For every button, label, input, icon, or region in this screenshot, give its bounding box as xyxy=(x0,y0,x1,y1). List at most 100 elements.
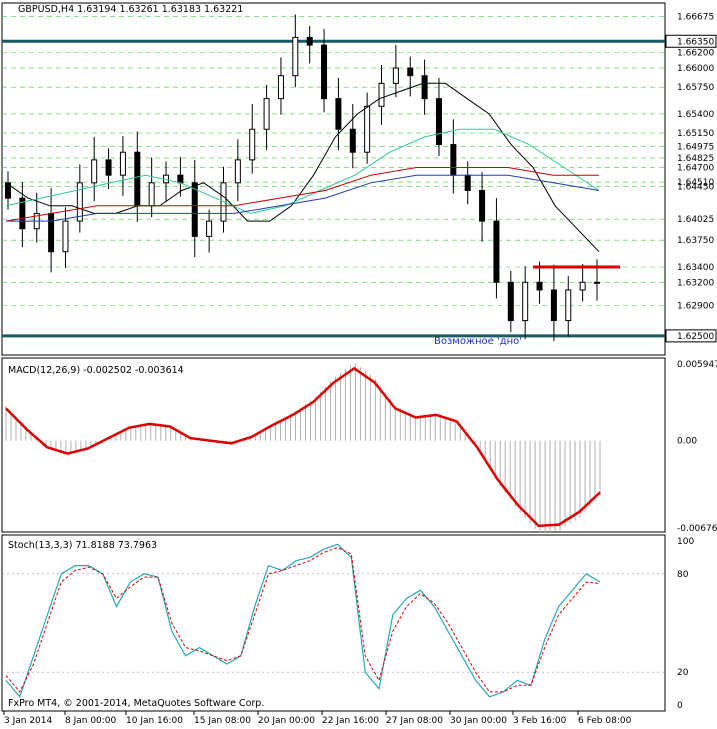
candle-body xyxy=(522,281,529,322)
price-label-text: 1.64825 xyxy=(677,154,714,164)
candle-body xyxy=(277,75,284,100)
candle-body xyxy=(407,67,414,77)
candle-body xyxy=(493,220,500,283)
macd-signal-line xyxy=(5,366,601,528)
price-label-text: 1.63750 xyxy=(677,236,714,246)
candle-body xyxy=(435,98,442,146)
macd-label: -0.006762 xyxy=(677,524,717,534)
price-label: 1.62900 xyxy=(677,301,714,311)
price-label: 1.66675 xyxy=(677,12,714,22)
price-label: 1.63400 xyxy=(677,263,714,273)
copyright-text: FxPro MT4, © 2001-2014, MetaQuotes Softw… xyxy=(8,698,264,709)
x-tick-label: 8 Jan 00:00 xyxy=(65,716,117,726)
candle-body xyxy=(48,212,55,253)
candle-body xyxy=(392,67,399,84)
price-label-text: 1.65750 xyxy=(677,83,714,93)
candle xyxy=(105,148,112,189)
price-label: 1.64025 xyxy=(677,215,714,225)
price-label-box xyxy=(665,329,717,343)
price-label: 1.64975 xyxy=(677,142,714,152)
moving-average-line xyxy=(6,174,600,222)
price-label-text: 1.64450 xyxy=(677,183,714,193)
macd-panel[interactable]: 0.005947 0.00 -0.006762 xyxy=(1,357,717,534)
stoch-main-line xyxy=(5,543,601,699)
candle-body xyxy=(5,182,11,199)
candle xyxy=(249,104,256,174)
candle-body xyxy=(306,36,313,46)
candle-body xyxy=(76,182,83,222)
price-label: 1.64825 xyxy=(677,154,714,164)
candle xyxy=(435,77,442,157)
candle xyxy=(349,104,356,169)
candle xyxy=(263,84,270,150)
macd-title: MACD(12,26,9) -0.002502 -0.003614 xyxy=(8,365,184,376)
price-label-text: 1.64700 xyxy=(677,164,714,174)
x-tick-label: 3 Jan 2014 xyxy=(4,716,52,726)
price-label: 1.63200 xyxy=(677,278,714,288)
candle-body xyxy=(19,197,26,230)
candle xyxy=(550,264,557,342)
candle xyxy=(62,207,69,268)
time-axis: 3 Jan 2014 8 Jan 00:00 10 Jan 16:00 15 Jan … xyxy=(3,711,632,726)
candle xyxy=(306,25,313,64)
price-label-text: 1.66350 xyxy=(677,37,714,47)
candle-body xyxy=(177,174,184,184)
candle xyxy=(234,139,241,202)
candle-body xyxy=(579,281,586,291)
candle-body xyxy=(378,82,385,107)
price-label-text: 1.64510 xyxy=(677,178,714,188)
stoch-panel[interactable]: 100 80 20 0 xyxy=(1,534,694,712)
candle xyxy=(119,136,126,196)
bottom-annotation: Возможное 'дно' xyxy=(434,336,522,347)
stoch-label: 20 xyxy=(677,668,689,678)
x-tick-label: 30 Jan 00:00 xyxy=(450,716,507,726)
candle-body xyxy=(292,36,299,77)
x-tick-label: 6 Feb 08:00 xyxy=(578,716,632,726)
x-tick-label: 15 Jan 08:00 xyxy=(194,716,251,726)
price-label-text: 1.63200 xyxy=(677,278,714,288)
candle-body xyxy=(550,289,557,322)
candle xyxy=(277,57,284,115)
candle xyxy=(565,276,572,337)
candle-body xyxy=(62,220,69,253)
price-label-text: 1.62900 xyxy=(677,301,714,311)
candle-body xyxy=(421,75,428,100)
price-label-text: 1.62500 xyxy=(677,332,714,342)
candle-body xyxy=(206,220,213,237)
stoch-label: 0 xyxy=(677,701,683,711)
price-label: 1.63750 xyxy=(677,236,714,246)
moving-average-line xyxy=(5,128,600,214)
price-label: 1.66000 xyxy=(677,64,714,74)
symbol-header: GBPUSD,H4 1.63194 1.63261 1.63183 1.6322… xyxy=(18,4,243,15)
price-label: 1.65750 xyxy=(677,83,714,93)
candle xyxy=(392,45,399,98)
price-label-text: 1.65150 xyxy=(677,129,714,139)
x-tick-label: 20 Jan 00:00 xyxy=(258,716,315,726)
candle-body xyxy=(479,189,486,222)
candle xyxy=(292,14,299,88)
candle-body xyxy=(148,182,155,207)
moving-average-line xyxy=(5,167,599,222)
candle-body xyxy=(234,159,241,184)
price-label-box xyxy=(665,34,717,48)
candle-body xyxy=(191,182,198,237)
candle xyxy=(5,171,11,210)
candle-body xyxy=(249,128,256,161)
price-panel[interactable]: 1.66675 1.66350 1.66200 1.66000 1.65750 1.654… xyxy=(1,2,717,356)
candle-body xyxy=(321,44,328,100)
stoch-frame xyxy=(1,534,666,712)
price-label-text: 1.66200 xyxy=(677,49,714,59)
candle xyxy=(378,64,385,125)
x-tick-label: 27 Jan 08:00 xyxy=(386,716,443,726)
price-label: 1.62500 xyxy=(665,329,717,343)
candle xyxy=(407,56,414,97)
price-label: 1.65400 xyxy=(677,110,714,120)
candle-body xyxy=(349,128,356,153)
macd-label: 0.00 xyxy=(677,437,697,447)
candle xyxy=(321,29,328,113)
price-label-text: 1.64975 xyxy=(677,142,714,152)
x-tick-label: 22 Jan 16:00 xyxy=(322,716,379,726)
price-frame xyxy=(1,2,666,356)
price-label: 1.64450 xyxy=(677,183,714,193)
